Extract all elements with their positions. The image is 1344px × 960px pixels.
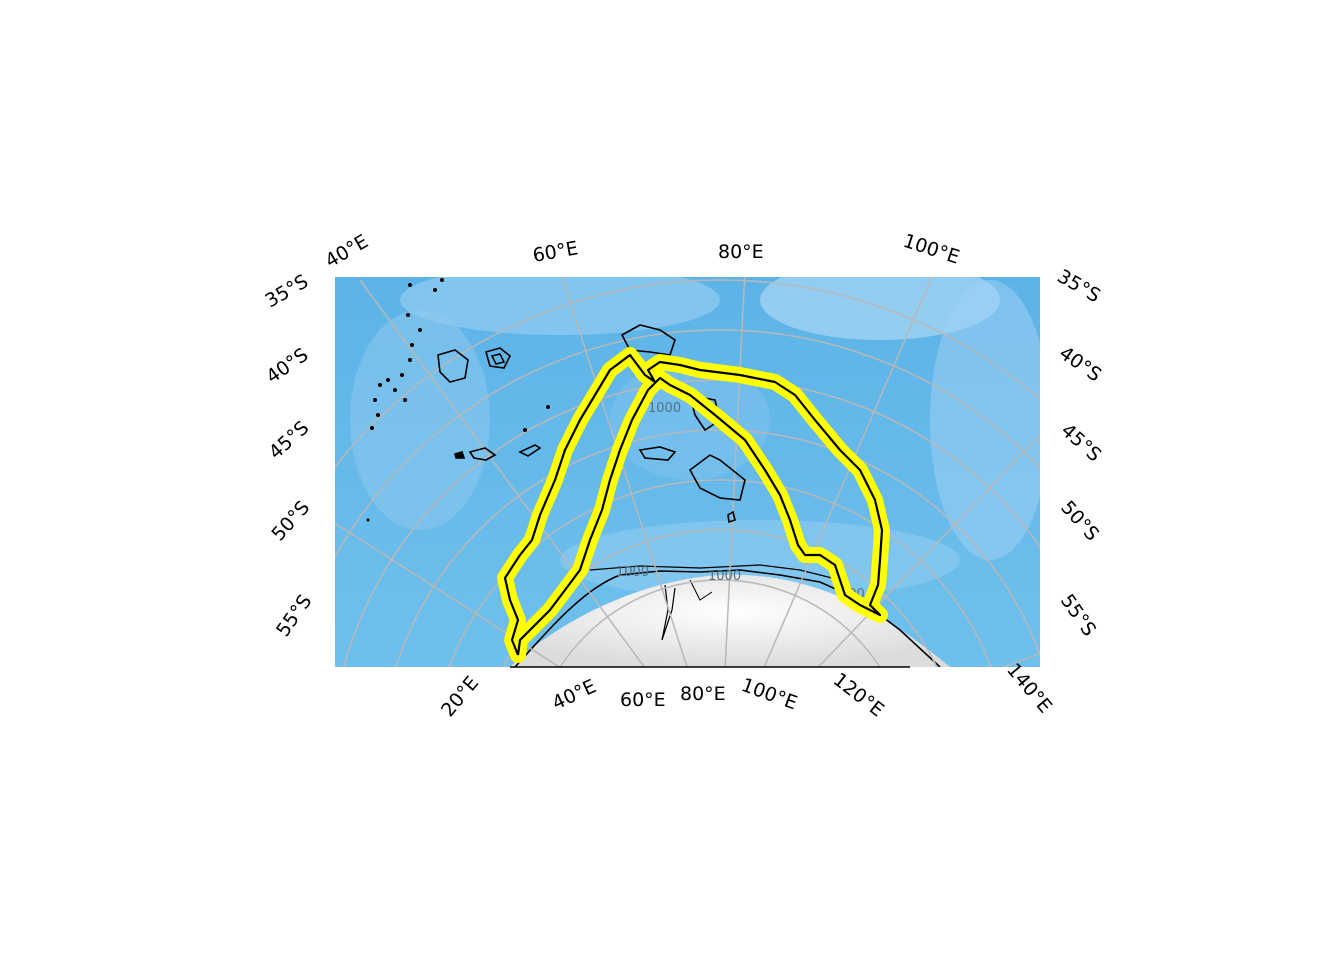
lon-label: 60°E bbox=[620, 689, 666, 711]
lat-label: 50°S bbox=[267, 497, 314, 546]
lat-label: 45°S bbox=[1057, 419, 1106, 466]
lon-label: 80°E bbox=[718, 241, 764, 263]
lon-label: 80°E bbox=[680, 683, 726, 705]
ship-track bbox=[497, 347, 890, 663]
lon-label: 120°E bbox=[829, 669, 888, 722]
lat-label: 40°S bbox=[262, 344, 312, 388]
bathymetry-shelf bbox=[760, 277, 1000, 340]
lat-label: 35°S bbox=[262, 270, 313, 312]
map-area: 1000 1000 1000 000 bbox=[335, 277, 1040, 667]
lat-label: 45°S bbox=[265, 417, 314, 464]
lon-label: 100°E bbox=[900, 230, 962, 269]
lon-label: 40°E bbox=[322, 230, 373, 272]
island-chain bbox=[366, 278, 550, 522]
bathymetry-ridge bbox=[350, 310, 490, 530]
lon-label: 100°E bbox=[738, 674, 800, 714]
lon-label: 140°E bbox=[1002, 659, 1056, 717]
lon-label: 60°E bbox=[531, 237, 580, 267]
glacier-outline bbox=[661, 584, 676, 641]
lon-label: 20°E bbox=[437, 672, 483, 721]
bottom-longitude-labels: 20°E 40°E 60°E 80°E 100°E 120°E 140°E bbox=[437, 659, 1056, 721]
lat-label: 55°S bbox=[1056, 590, 1100, 640]
antarctica-coastline bbox=[514, 569, 941, 667]
contour-label: 1000 bbox=[648, 401, 681, 416]
continental-shelf bbox=[560, 520, 960, 600]
contour-label: 1000 bbox=[616, 565, 649, 580]
top-longitude-labels: 40°E 60°E 80°E 100°E bbox=[322, 230, 963, 272]
lat-label: 50°S bbox=[1056, 497, 1103, 546]
lat-label: 40°S bbox=[1055, 342, 1105, 386]
islands bbox=[437, 324, 746, 524]
right-latitude-labels: 35°S 40°S 45°S 50°S 55°S bbox=[1054, 265, 1106, 640]
lon-label: 40°E bbox=[549, 675, 600, 714]
left-latitude-labels: 35°S 40°S 45°S 50°S 55°S bbox=[262, 270, 317, 640]
bathymetry-ridge bbox=[930, 280, 1040, 560]
coastline-detail bbox=[689, 579, 713, 601]
bathymetry-shelf bbox=[400, 277, 720, 335]
lat-label: 55°S bbox=[272, 591, 316, 641]
contour-label: 1000 bbox=[708, 569, 741, 584]
track-line bbox=[503, 353, 884, 656]
lat-label: 35°S bbox=[1054, 265, 1105, 307]
